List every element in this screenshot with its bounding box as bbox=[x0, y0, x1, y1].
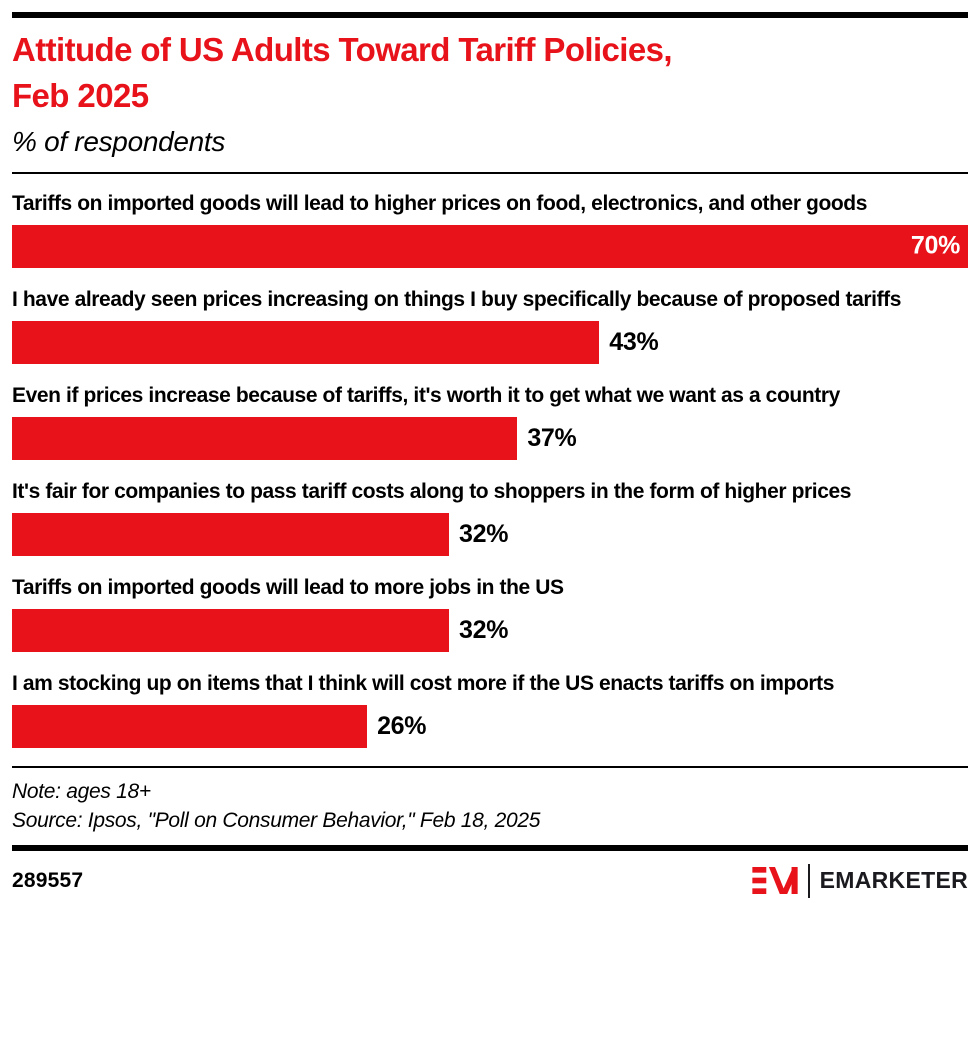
bar bbox=[12, 512, 450, 556]
bar: 70% bbox=[12, 224, 968, 268]
chart-item: I have already seen prices increasing on… bbox=[12, 286, 968, 364]
bar-value-label: 70% bbox=[910, 231, 960, 260]
footer-divider bbox=[12, 765, 968, 768]
bottom-rule bbox=[12, 844, 968, 851]
bar-category-label: Tariffs on imported goods will lead to h… bbox=[12, 191, 868, 215]
emarketer-logo: EMARKETER bbox=[751, 863, 968, 898]
bar-row: 70% bbox=[12, 224, 968, 268]
footer-row: 289557 EMARKETER bbox=[12, 863, 968, 898]
bar-value-label: 26% bbox=[377, 711, 427, 740]
bar bbox=[12, 704, 368, 748]
bar-row: 32% bbox=[12, 512, 968, 556]
bar-category-label: It's fair for companies to pass tariff c… bbox=[12, 479, 852, 503]
bar bbox=[12, 320, 600, 364]
bar-category-label: I have already seen prices increasing on… bbox=[12, 287, 902, 311]
chart-item: I am stocking up on items that I think w… bbox=[12, 670, 968, 748]
bar-row: 26% bbox=[12, 704, 968, 748]
chart-subtitle: % of respondents bbox=[12, 126, 226, 158]
bar bbox=[12, 608, 450, 652]
bar-value-label: 43% bbox=[609, 327, 659, 356]
bar-category-label: Even if prices increase because of tarif… bbox=[12, 383, 840, 407]
bar-row: 43% bbox=[12, 320, 968, 364]
chart-item: Even if prices increase because of tarif… bbox=[12, 382, 968, 460]
bar-value-label: 32% bbox=[459, 519, 509, 548]
chart-item: Tariffs on imported goods will lead to h… bbox=[12, 190, 968, 268]
page-title: Attitude of US Adults Toward Tariff Poli… bbox=[12, 31, 673, 114]
logo-divider bbox=[807, 863, 810, 898]
bar bbox=[12, 416, 518, 460]
bar-row: 37% bbox=[12, 416, 968, 460]
chart-page: Attitude of US Adults Toward Tariff Poli… bbox=[0, 12, 980, 1039]
header-divider bbox=[12, 171, 968, 174]
note-text: Note: ages 18+ bbox=[12, 779, 151, 803]
bar-category-label: Tariffs on imported goods will lead to m… bbox=[12, 575, 564, 599]
top-rule bbox=[12, 12, 968, 18]
bar-row: 32% bbox=[12, 608, 968, 652]
bar-value-label: 32% bbox=[459, 615, 509, 644]
brand-wordmark: EMARKETER bbox=[819, 867, 968, 894]
source-text: Source: Ipsos, "Poll on Consumer Behavio… bbox=[12, 808, 541, 832]
chart-item: It's fair for companies to pass tariff c… bbox=[12, 478, 968, 556]
bar-chart: Tariffs on imported goods will lead to h… bbox=[12, 190, 968, 748]
bar-value-label: 37% bbox=[527, 423, 577, 452]
chart-id: 289557 bbox=[12, 868, 84, 892]
bar-category-label: I am stocking up on items that I think w… bbox=[12, 671, 835, 695]
chart-item: Tariffs on imported goods will lead to m… bbox=[12, 574, 968, 652]
em-monogram-icon bbox=[751, 867, 798, 895]
